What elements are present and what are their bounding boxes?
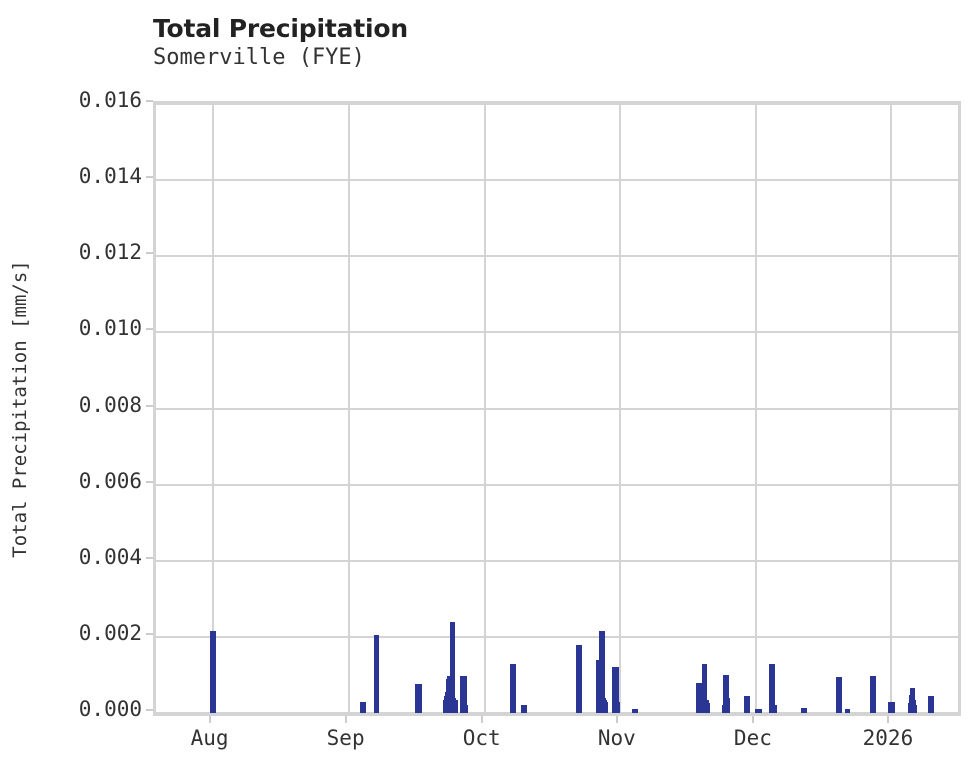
title-block: Total Precipitation Somerville (FYE): [153, 14, 753, 72]
bar: [771, 705, 777, 713]
bar: [845, 709, 851, 713]
bar: [613, 666, 619, 713]
bar: [416, 684, 422, 713]
gridline-horizontal: [156, 483, 958, 486]
x-axis-tick-mark: [208, 716, 211, 723]
gridline-vertical: [754, 104, 757, 713]
bar: [744, 695, 751, 713]
x-axis-tick-mark: [751, 716, 754, 723]
x-axis-tick-label: Aug: [190, 726, 229, 750]
x-axis-tick-label: Oct: [462, 726, 501, 750]
gridline-horizontal: [156, 104, 958, 105]
gridline-vertical: [347, 104, 350, 713]
bar: [801, 708, 807, 713]
bar: [599, 631, 605, 713]
x-axis-tick-mark: [480, 716, 483, 723]
bar: [929, 695, 935, 713]
y-axis-tick-mark: [146, 328, 153, 331]
y-axis-tick-label: 0.014: [78, 164, 142, 189]
gridline-horizontal: [156, 635, 958, 638]
x-axis-tick-mark: [344, 716, 347, 723]
gridline-vertical: [889, 104, 892, 713]
y-axis-tick-mark: [146, 100, 153, 102]
y-axis-tick-label: 0.012: [78, 240, 142, 265]
bar: [701, 663, 707, 713]
x-axis-tick-mark: [886, 716, 889, 723]
plot-area: [153, 101, 961, 716]
y-axis-tick-label: 0.002: [78, 620, 142, 645]
y-axis-tick-label: 0.008: [78, 392, 142, 417]
bar: [725, 697, 731, 713]
page-title: Total Precipitation: [153, 14, 408, 43]
bar: [632, 709, 638, 713]
x-axis-tick-label: Dec: [733, 726, 772, 750]
gridline-horizontal: [156, 179, 958, 182]
y-axis-tick-mark: [146, 709, 153, 711]
bar: [614, 701, 620, 713]
bar: [450, 621, 456, 713]
bar-series-total-precipitation: [156, 104, 958, 713]
gridline-horizontal: [156, 255, 958, 258]
bar: [837, 676, 843, 713]
y-axis-tick-mark: [146, 404, 153, 407]
gridline-vertical: [211, 104, 214, 713]
gridline-horizontal: [156, 331, 958, 334]
bar: [462, 675, 468, 713]
bar: [912, 705, 918, 713]
bar: [510, 664, 516, 713]
bar: [521, 705, 527, 713]
x-axis-tick-label: 2026: [862, 726, 914, 750]
y-axis-title: Total Precipitation [mm/s]: [9, 259, 31, 558]
gridline-horizontal: [156, 712, 958, 713]
bar: [453, 699, 459, 713]
bar: [756, 709, 763, 713]
y-axis-tick-mark: [146, 176, 153, 179]
bar: [769, 663, 775, 713]
x-axis-tick-labels: Aug Sep Oct Nov Dec 2026: [153, 726, 961, 766]
bar: [576, 645, 582, 713]
y-axis-tick-label: 0.000: [78, 697, 142, 721]
x-axis-tick-label: Sep: [326, 726, 365, 750]
y-axis-tick-label: 0.010: [78, 316, 142, 341]
y-axis-tick-label: 0.006: [78, 468, 142, 493]
gridlines: [156, 104, 958, 713]
gridline-horizontal: [156, 407, 958, 410]
bar: [704, 703, 710, 713]
y-axis-tick-mark: [146, 556, 153, 559]
y-axis-tick-label: 0.004: [78, 544, 142, 569]
gridline-horizontal: [156, 559, 958, 562]
x-axis-tick-mark: [615, 716, 618, 723]
y-axis-tick-label: 0.016: [78, 88, 142, 112]
gridline-vertical: [618, 104, 621, 713]
bar: [889, 701, 895, 713]
y-axis-tick-mark: [146, 632, 153, 635]
y-axis-tick-mark: [146, 480, 153, 483]
bar: [463, 705, 469, 713]
y-axis-tick-labels: 0.016 0.014 0.012 0.010 0.008 0.006 0.004 0.002…: [30, 90, 142, 720]
bar: [210, 631, 217, 713]
bar: [870, 675, 876, 713]
bar: [602, 701, 608, 713]
chart-subtitle: Somerville (FYE): [153, 45, 365, 70]
bar: [373, 634, 379, 713]
bar: [696, 682, 702, 713]
gridline-vertical: [483, 104, 486, 713]
x-axis-tick-label: Nov: [597, 726, 636, 750]
bar: [724, 674, 730, 713]
y-axis-tick-mark: [146, 252, 153, 255]
bar: [360, 701, 366, 713]
